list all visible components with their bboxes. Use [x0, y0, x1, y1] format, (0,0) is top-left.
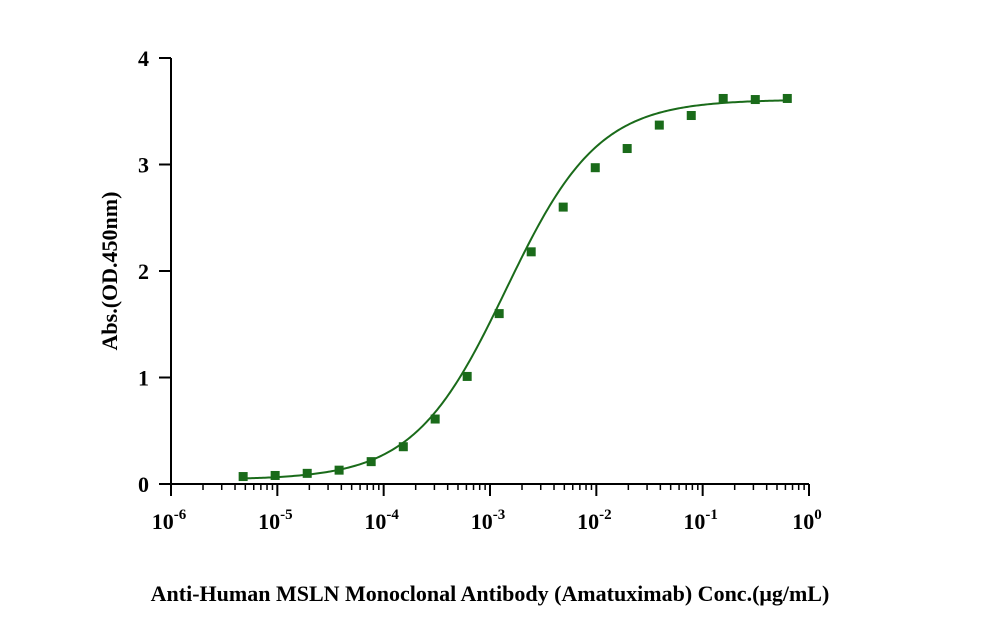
data-point	[526, 247, 536, 257]
data-point	[430, 414, 440, 424]
data-point	[462, 371, 472, 381]
data-point	[398, 442, 408, 452]
data-point	[558, 202, 568, 212]
x-tick-label: 100	[792, 507, 822, 534]
data-point	[494, 309, 504, 319]
data-point	[686, 111, 696, 121]
x-tick-label: 10-6	[152, 507, 187, 534]
data-point	[366, 457, 376, 467]
data-point	[302, 468, 312, 478]
data-point	[750, 95, 760, 105]
y-axis: 0 1 2 3 4	[138, 46, 172, 497]
x-tick-group: 10-6 10-5 10-4 10-3 10-2 10-1 100	[152, 484, 822, 534]
y-tick-label: 1	[138, 366, 149, 391]
data-point	[654, 120, 664, 130]
data-point	[270, 470, 280, 480]
data-point	[622, 144, 632, 154]
y-tick-label: 3	[138, 153, 149, 178]
y-axis-title: Abs.(OD.450nm)	[97, 192, 122, 351]
y-tick-label: 0	[138, 472, 149, 497]
x-tick-label: 10-2	[577, 507, 612, 534]
x-axis: 10-6 10-5 10-4 10-3 10-2 10-1 100	[152, 483, 822, 534]
data-point	[238, 472, 248, 482]
y-tick-group: 0 1 2 3 4	[138, 46, 171, 497]
data-points	[238, 93, 792, 482]
x-tick-label: 10-4	[364, 507, 399, 534]
x-axis-title: Anti-Human MSLN Monoclonal Antibody (Ama…	[151, 581, 830, 606]
data-point	[334, 465, 344, 475]
x-tick-label: 10-3	[471, 507, 506, 534]
x-tick-label: 10-1	[683, 507, 718, 534]
data-point	[782, 93, 792, 103]
y-tick-label: 2	[138, 259, 149, 284]
y-tick-label: 4	[138, 46, 149, 71]
x-tick-label: 10-5	[258, 507, 293, 534]
data-point	[718, 93, 728, 103]
fit-curve	[243, 99, 788, 480]
data-point	[590, 163, 600, 173]
